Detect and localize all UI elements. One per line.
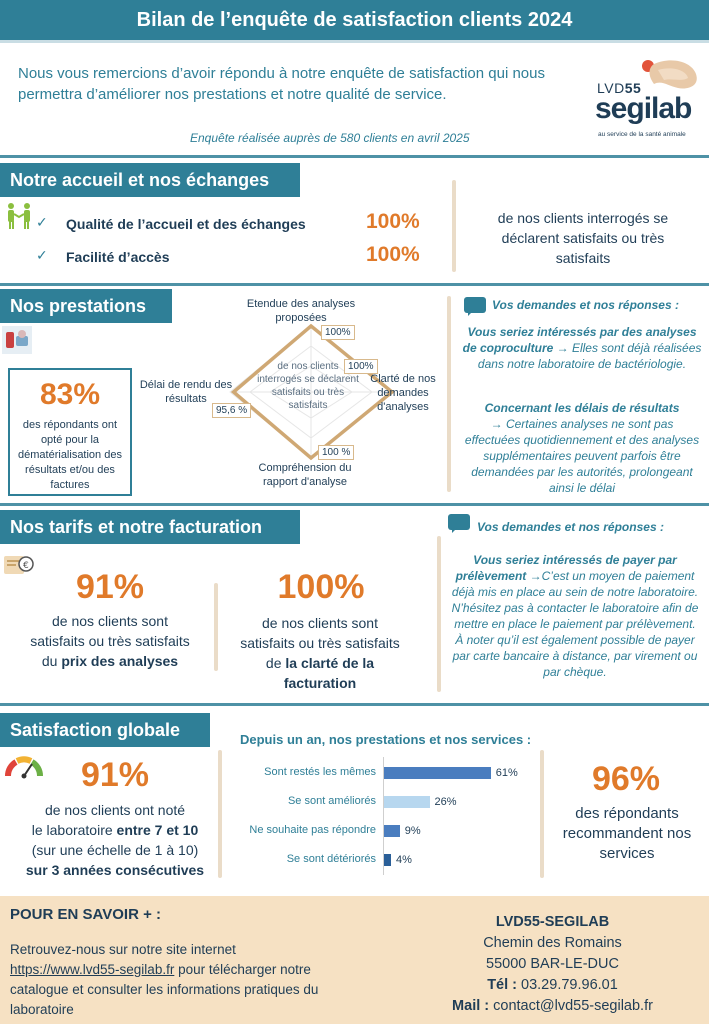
header-underline (0, 40, 709, 43)
section-divider (0, 283, 709, 286)
accueil-note: de nos clients interrogés se déclarent s… (497, 210, 669, 266)
chart-value-label: 9% (404, 825, 421, 837)
radar-value: 100% (321, 325, 355, 340)
accueil-value: 100% (366, 210, 420, 233)
check-icon: ✓ (36, 247, 48, 263)
logo-name: segilab (595, 92, 692, 125)
qa-heading: Vos demandes et nos réponses : (477, 520, 664, 534)
footer-text: Retrouvez-nous sur notre site internet h… (10, 942, 319, 1017)
website-link[interactable]: https://www.lvd55-segilab.fr (10, 962, 175, 977)
price-value: 91% (75, 568, 145, 606)
invoice-euro-icon: € (4, 556, 34, 574)
acces-label: Facilité d’accès (66, 249, 170, 265)
chat-bubble-icon (448, 514, 470, 533)
radar-center-text: de nos clients interrogés se déclarent s… (257, 361, 359, 411)
chart-value-label: 26% (434, 796, 457, 808)
radar-value: 100 % (318, 445, 355, 460)
footer-contact: LVD55-SEGILAB Chemin des Romains 55000 B… (452, 914, 653, 1014)
lab-sample-icon (2, 326, 32, 354)
billing-text: de nos clients sont satisfaits ou très s… (240, 615, 400, 691)
dematerialisation-value: 83% (39, 378, 101, 411)
accueil-label: Qualité de l’accueil et des échanges (66, 216, 306, 232)
radar-axis-label: Compréhension du rapport d'analyse (258, 462, 352, 488)
section-divider (0, 503, 709, 506)
recommend-text: des répondants recommandent nos services (562, 805, 692, 862)
qa-answer-delais: Concernant les délais de résultats → Cert… (464, 401, 700, 495)
price-text: de nos clients sont satisfaits ou très s… (30, 613, 190, 669)
qa-answer-coproculture: Vous seriez intéressés par des analyses … (462, 325, 702, 371)
chart-bar (384, 825, 400, 837)
section-title-prestations: Nos prestations (0, 289, 172, 323)
section-title-tarifs: Nos tarifs et notre facturation (0, 510, 300, 544)
qa-answer-prelevement: Vous seriez intéressés de payer par prél… (451, 553, 699, 679)
chart-title: Depuis un an, nos prestations et nos ser… (240, 732, 532, 747)
chart-category-label: Sont restés les mêmes (264, 766, 376, 778)
vertical-separator (214, 583, 218, 671)
svg-text:€: € (23, 561, 29, 571)
acces-value: 100% (366, 243, 420, 266)
chart-category-label: Se sont améliorés (287, 795, 376, 807)
dematerialisation-box (8, 368, 132, 496)
survey-note: Enquête réalisée auprès de 580 clients e… (190, 131, 470, 145)
org-city: 55000 BAR-LE-DUC (486, 956, 619, 972)
radar-axis-label: Délai de rendu des résultats (139, 379, 233, 405)
dematerialisation-text: des répondants ont opté pour la dématéri… (18, 419, 122, 491)
radar-axis-label: Clarté de nos demandes d'analyses (370, 373, 436, 413)
page-title: Bilan de l’enquête de satisfaction clien… (0, 0, 709, 40)
intro-text: Nous vous remercions d’avoir répondu à n… (18, 65, 545, 103)
vertical-separator (452, 180, 456, 272)
chart-bar (384, 767, 491, 779)
section-title-satisfaction: Satisfaction globale (0, 713, 210, 747)
section-divider (0, 155, 709, 158)
footer-title: POUR EN SAVOIR + : (10, 906, 161, 923)
section-divider (0, 703, 709, 706)
chart-bar (384, 796, 430, 808)
vertical-separator (218, 750, 222, 878)
handshake-icon (8, 203, 30, 229)
chart-axis (383, 757, 384, 875)
chart-bar (384, 854, 391, 866)
gauge-icon (4, 756, 44, 779)
chart-value-label: 4% (396, 854, 412, 866)
radar-value: 95,6 % (212, 403, 252, 418)
logo-lvd: LVD55 (597, 80, 642, 96)
radar-value: 100% (344, 359, 378, 374)
logo-shape (642, 60, 697, 89)
vertical-separator (540, 750, 544, 878)
check-icon: ✓ (36, 214, 48, 230)
chart-category-label: Se sont détériorés (286, 853, 376, 865)
recommend-value: 96% (591, 760, 661, 798)
billing-value: 100% (277, 568, 365, 606)
global-score-value: 91% (80, 756, 150, 794)
vertical-separator (437, 536, 441, 692)
footer (0, 896, 709, 1024)
chart-category-label: Ne souhaite pas répondre (249, 824, 376, 836)
vertical-separator (447, 296, 451, 492)
section-title-accueil: Notre accueil et nos échanges (0, 163, 300, 197)
logo-tagline: au service de la santé animale (598, 131, 686, 138)
org-name: LVD55-SEGILAB (495, 914, 610, 930)
qa-heading: Vos demandes et nos réponses : (492, 298, 679, 312)
org-street: Chemin des Romains (483, 935, 622, 951)
org-mail[interactable]: contact@lvd55-segilab.fr (489, 998, 653, 1014)
radar-axis-label: Etendue des analyses proposées (246, 298, 356, 324)
chat-bubble-icon (464, 297, 486, 316)
global-score-text: de nos clients ont noté le laboratoire e… (25, 802, 205, 878)
org-phone[interactable]: 03.29.79.96.01 (517, 977, 618, 993)
chart-value-label: 61% (495, 767, 518, 779)
